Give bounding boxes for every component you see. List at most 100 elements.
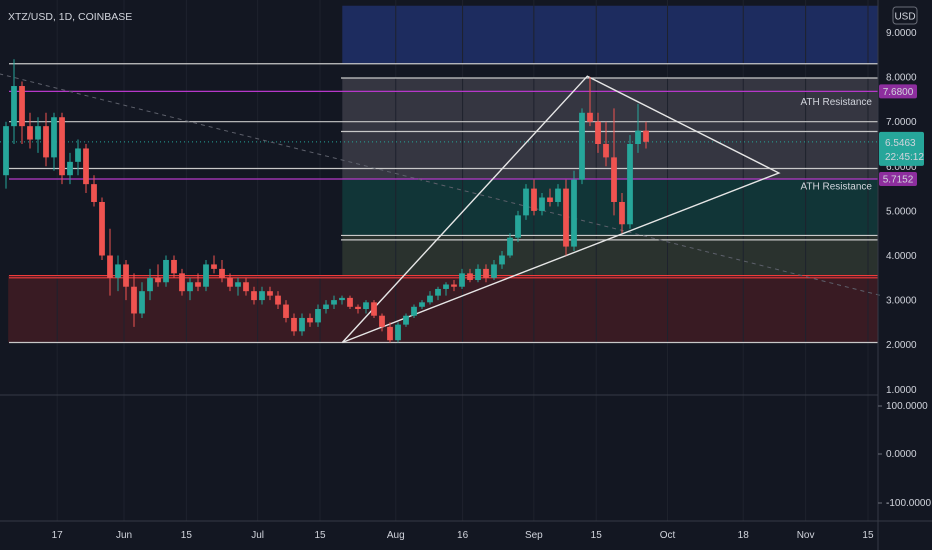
candle	[355, 304, 361, 314]
time-axis[interactable]: 17 Jun 15 Jul 15 Aug 16 Sep 15 Oct 18 Nov 15	[52, 530, 874, 541]
y-tick-label: 4.0000	[886, 251, 917, 262]
candle	[275, 291, 281, 310]
candle	[435, 286, 441, 301]
candle	[459, 268, 465, 289]
candle	[499, 251, 505, 269]
price-axis[interactable]: 9.0000 8.0000 7.0000 6.0000 5.0000 4.0000 3.00…	[886, 28, 917, 396]
last-price-badge	[879, 131, 924, 166]
currency-button[interactable]	[892, 6, 918, 25]
candle	[363, 300, 369, 314]
y-tick-label: 2.0000	[886, 340, 917, 351]
candle	[187, 277, 193, 301]
candle	[67, 152, 73, 185]
candle	[347, 295, 353, 310]
x-tick-label: Oct	[660, 530, 676, 541]
price-tag-label: 5.7152	[883, 175, 914, 186]
dashed-trendline[interactable]	[0, 66, 882, 297]
candle	[227, 273, 233, 292]
price-tag	[879, 84, 917, 99]
x-tick-label: 15	[181, 530, 193, 541]
candle	[643, 121, 649, 149]
x-tick-label: Nov	[797, 530, 815, 541]
candle	[163, 255, 169, 287]
candle	[27, 112, 33, 149]
candle	[627, 135, 633, 229]
candle	[411, 304, 417, 318]
vertical-grid	[56, 0, 869, 521]
candle	[491, 259, 497, 281]
candle	[531, 179, 537, 216]
candle	[547, 188, 553, 207]
candle	[371, 300, 377, 318]
lower-tick-label: -100.0000	[886, 498, 931, 509]
candle	[35, 117, 41, 153]
y-tick-label: 5.0000	[886, 206, 917, 217]
candle	[315, 304, 321, 327]
price-badges: 7.6800 5.7152 6.5463 22:45:12	[879, 84, 924, 187]
candle	[307, 313, 313, 327]
x-tick-label: Jul	[251, 530, 264, 541]
candle	[523, 184, 529, 220]
candle	[259, 286, 265, 305]
x-tick-label: 16	[457, 530, 469, 541]
candle	[195, 273, 201, 292]
x-tick-label: 17	[52, 530, 64, 541]
zones-layer	[8, 5, 879, 343]
lower-pane-axis[interactable]: 100.0000 0.0000 -100.0000	[878, 401, 931, 509]
y-tick-label: 6.0000	[886, 162, 917, 173]
candle	[443, 282, 449, 296]
zone-band	[342, 178, 878, 236]
x-tick-label: 15	[862, 530, 874, 541]
last-price-label: 6.5463	[885, 138, 916, 149]
candle	[91, 175, 97, 207]
candle	[83, 144, 89, 194]
x-tick-label: Sep	[525, 530, 543, 541]
y-tick-label: 9.0000	[886, 28, 917, 39]
candle	[611, 108, 617, 216]
symbol-title: XTZ/USD, 1D, COINBASE	[8, 11, 132, 23]
x-tick-label: Jun	[116, 530, 132, 541]
x-tick-label: 15	[591, 530, 603, 541]
levels-layer	[0, 63, 878, 344]
candle	[267, 286, 273, 301]
candle	[291, 313, 297, 336]
zone-band	[8, 275, 879, 343]
candle	[211, 255, 217, 274]
candle	[555, 184, 561, 207]
candle	[427, 291, 433, 305]
candle	[147, 268, 153, 301]
candle	[171, 255, 177, 278]
candle	[395, 322, 401, 343]
x-tick-label: 18	[738, 530, 750, 541]
candle	[579, 108, 585, 185]
candle	[251, 286, 257, 305]
candle	[563, 179, 569, 256]
candle	[243, 277, 249, 296]
candle	[3, 121, 9, 189]
candle	[587, 77, 593, 127]
x-tick-label: 15	[314, 530, 326, 541]
candle	[595, 112, 601, 153]
candle	[59, 112, 65, 185]
candle	[75, 139, 81, 176]
candles-layer	[3, 59, 649, 343]
trend-layer	[0, 66, 882, 344]
candle	[515, 210, 521, 243]
candle	[451, 280, 457, 292]
candle	[619, 193, 625, 234]
countdown-label: 22:45:12	[885, 152, 924, 163]
candle	[419, 300, 425, 310]
candle	[131, 273, 137, 327]
candle	[283, 300, 289, 323]
triangle-pattern[interactable]	[341, 75, 781, 344]
candle	[11, 59, 17, 144]
candle	[323, 300, 329, 314]
candle	[403, 313, 409, 327]
lower-tick-label: 100.0000	[886, 401, 928, 412]
candle	[123, 259, 129, 301]
lower-tick-label: 0.0000	[886, 449, 917, 460]
zone-band	[342, 77, 878, 179]
candle	[331, 295, 337, 310]
y-tick-label: 8.0000	[886, 73, 917, 84]
